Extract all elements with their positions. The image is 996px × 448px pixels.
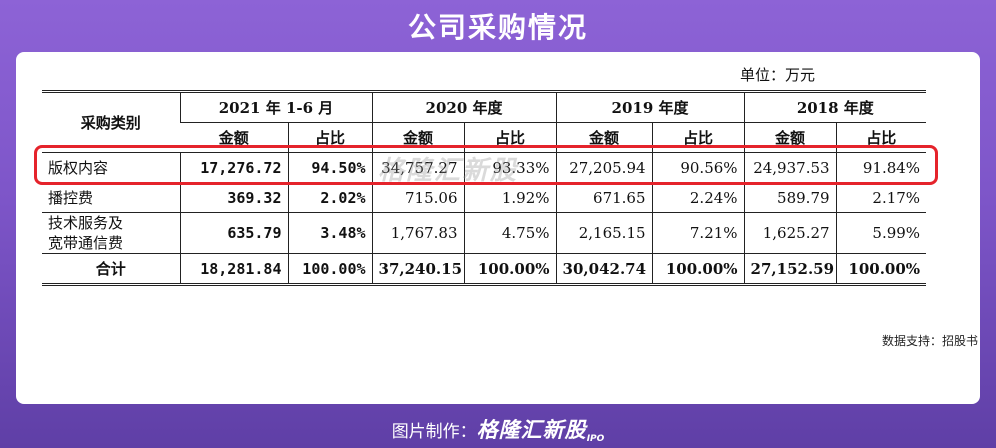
ratio-header: 占比 <box>835 122 927 153</box>
value-cell: 30,042.74 <box>555 253 653 286</box>
value-cell: 100.00% <box>835 253 927 286</box>
footer: 图片制作：格隆汇新股IPO <box>0 414 996 444</box>
value-cell: 100.00% <box>651 253 745 286</box>
value-cell: 90.56% <box>651 152 745 183</box>
value-cell: 1,625.27 <box>743 212 837 254</box>
category-cell: 版权内容 <box>42 152 180 183</box>
value-cell: 7.21% <box>651 212 745 254</box>
value-cell: 1.92% <box>463 182 557 213</box>
value-cell: 37,240.15 <box>371 253 465 286</box>
category-cell: 播控费 <box>42 182 180 213</box>
footer-prefix: 图片制作： <box>391 422 477 442</box>
period-header: 2019 年度 <box>555 90 745 123</box>
value-cell: 2.17% <box>835 182 927 213</box>
category-cell: 合计 <box>42 253 180 286</box>
ratio-header: 占比 <box>651 122 745 153</box>
value-cell: 93.33% <box>463 152 557 183</box>
table-row: 技术服务及宽带通信费 635.79 3.48% 1,767.83 4.75% 2… <box>42 212 927 254</box>
page-title: 公司采购情况 <box>407 11 588 44</box>
value-cell: 635.79 <box>179 212 288 254</box>
value-cell: 589.79 <box>743 182 837 213</box>
value-cell: 2.24% <box>651 182 745 213</box>
value-cell: 5.99% <box>835 212 927 254</box>
purchase-table: 采购类别 2021 年 1-6 月 2020 年度 2019 年度 2018 年… <box>42 90 927 286</box>
period-header: 2018 年度 <box>743 90 927 123</box>
value-cell: 1,767.83 <box>371 212 465 254</box>
category-line: 宽带通信费 <box>48 234 124 252</box>
value-cell: 3.48% <box>287 212 373 254</box>
value-cell: 100.00% <box>287 253 373 286</box>
period-header: 2021 年 1-6 月 <box>179 90 373 123</box>
table-row-total: 合计 18,281.84 100.00% 37,240.15 100.00% 3… <box>42 253 927 286</box>
amount-header: 金额 <box>371 122 465 153</box>
ratio-header: 占比 <box>287 122 373 153</box>
category-header: 采购类别 <box>42 90 180 153</box>
period-header: 2020 年度 <box>371 90 557 123</box>
table-row: 版权内容 17,276.72 94.50% 34,757.27 93.33% 2… <box>42 152 927 183</box>
amount-header: 金额 <box>743 122 837 153</box>
source-note: 数据支持：招股书 <box>881 334 978 348</box>
value-cell: 27,152.59 <box>743 253 837 286</box>
category-line: 技术服务及 <box>48 214 124 232</box>
amount-header: 金额 <box>180 122 288 153</box>
value-cell: 18,281.84 <box>179 253 288 286</box>
value-cell: 100.00% <box>463 253 557 286</box>
value-cell: 2,165.15 <box>555 212 653 254</box>
value-cell: 2.02% <box>287 182 373 213</box>
footer-brand: 格隆汇新股 <box>476 418 587 442</box>
amount-header: 金额 <box>555 122 653 153</box>
ratio-header: 占比 <box>463 122 557 153</box>
value-cell: 91.84% <box>835 152 927 183</box>
value-cell: 671.65 <box>555 182 653 213</box>
category-cell: 技术服务及宽带通信费 <box>42 212 180 254</box>
value-cell: 715.06 <box>371 182 465 213</box>
footer-ipo: IPO <box>586 434 605 444</box>
unit-label: 单位：万元 <box>740 66 816 84</box>
value-cell: 27,205.94 <box>555 152 653 183</box>
value-cell: 24,937.53 <box>743 152 837 183</box>
value-cell: 4.75% <box>463 212 557 254</box>
value-cell: 94.50% <box>287 152 373 183</box>
value-cell: 369.32 <box>179 182 288 213</box>
value-cell: 17,276.72 <box>179 152 288 183</box>
value-cell: 34,757.27 <box>371 152 465 183</box>
table-row: 播控费 369.32 2.02% 715.06 1.92% 671.65 2.2… <box>42 182 927 213</box>
